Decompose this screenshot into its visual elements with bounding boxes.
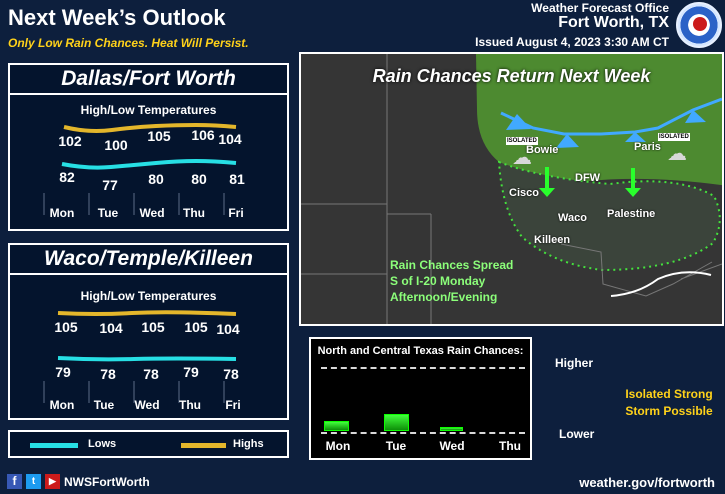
highs-legend-swatch	[181, 443, 226, 448]
rain-bar-mon	[324, 421, 349, 431]
dfw-high-tue: 100	[104, 137, 128, 153]
rain-spread-outline	[497, 160, 721, 272]
dfw-day-mon: Mon	[49, 206, 75, 220]
rain-day-mon: Mon	[325, 439, 351, 453]
waco-high-thu: 105	[184, 319, 208, 335]
dfw-title: Dallas/Fort Worth	[10, 65, 287, 95]
dfw-temp-label: High/Low Temperatures	[80, 103, 217, 117]
waco-day-thu: Thu	[179, 398, 201, 412]
rain-day-tue: Tue	[385, 439, 407, 453]
county-lines	[301, 54, 722, 324]
waco-high-wed: 105	[141, 319, 165, 335]
higher-label: Higher	[555, 356, 594, 370]
map-label-cisco: Cisco	[509, 187, 539, 199]
storm-cloud-icon: ☁	[512, 147, 532, 169]
coastline	[610, 271, 712, 297]
waco-day-tue: Tue	[93, 398, 115, 412]
arrow-heads	[539, 188, 641, 197]
rain-chance-title: North and Central Texas Rain Chances:	[317, 345, 524, 357]
dfw-low-mon: 82	[59, 169, 75, 185]
dfw-temperature-lines	[43, 122, 237, 215]
highs-legend-label: Highs	[233, 438, 264, 450]
dfw-high-thu: 106	[191, 127, 215, 143]
twitter-icon[interactable]: t	[26, 474, 41, 489]
dfw-low-thu: 80	[191, 171, 207, 187]
waco-title: Waco/Temple/Killeen	[10, 245, 287, 275]
nws-logo	[676, 2, 722, 48]
dfw-high-wed: 105	[147, 128, 171, 144]
dfw-high-mon: 102	[58, 133, 82, 149]
waco-low-mon: 79	[55, 364, 71, 380]
rain-day-wed: Wed	[439, 439, 465, 453]
map-label-waco: Waco	[558, 212, 587, 224]
waco-temp-label: High/Low Temperatures	[80, 289, 217, 303]
rain-chance-chart: North and Central Texas Rain Chances: Mo…	[309, 337, 532, 460]
dfw-day-tue: Tue	[97, 206, 119, 220]
map-label-paris: Paris	[634, 141, 661, 153]
footer: f t ▶ NWSFortWorth weather.gov/fortworth	[0, 468, 725, 494]
rain-bar-tue	[384, 414, 409, 431]
social-handle[interactable]: NWSFortWorth	[64, 475, 150, 489]
office-city: Fort Worth, TX	[558, 14, 669, 31]
waco-low-fri: 78	[223, 366, 239, 382]
texas-map-drawing	[301, 54, 722, 324]
rain-day-thu: Thu	[499, 439, 521, 453]
rain-chances-map: Rain Chances Return Next Week Bowie Pari…	[299, 52, 724, 326]
waco-temperature-lines	[43, 310, 237, 403]
rain-bar-wed	[440, 427, 463, 431]
rain-area	[476, 54, 722, 186]
cold-front	[500, 97, 722, 136]
dfw-highs-line	[63, 122, 237, 133]
lower-chance-line	[321, 432, 525, 434]
map-title: Rain Chances Return Next Week	[372, 66, 651, 86]
isolated-badge-right: ISOLATED	[658, 133, 690, 141]
map-label-dfw: DFW	[575, 172, 601, 184]
waco-high-fri: 104	[216, 321, 240, 337]
dfw-high-fri: 104	[218, 131, 242, 147]
waco-low-thu: 79	[183, 364, 199, 380]
header: Next Week’s Outlook Only Low Rain Chance…	[0, 0, 725, 55]
waco-high-tue: 104	[99, 320, 123, 336]
page-subtitle: Only Low Rain Chances. Heat Will Persist…	[8, 36, 249, 50]
issued-time: Issued August 4, 2023 3:30 AM CT	[475, 35, 669, 49]
dfw-low-fri: 81	[229, 171, 245, 187]
waco-low-tue: 78	[100, 366, 116, 382]
map-label-palestine: Palestine	[607, 208, 656, 220]
waco-high-mon: 105	[54, 319, 78, 335]
dfw-day-wed: Wed	[139, 206, 165, 220]
waco-day-fri: Fri	[225, 398, 241, 412]
waco-day-mon: Mon	[49, 398, 75, 412]
website-link[interactable]: weather.gov/fortworth	[579, 475, 715, 490]
waco-highs-line	[57, 310, 237, 316]
dfw-low-wed: 80	[148, 171, 164, 187]
higher-chance-line	[321, 367, 525, 369]
youtube-icon[interactable]: ▶	[45, 474, 60, 489]
waco-lows-line	[57, 356, 237, 362]
lows-legend-label: Lows	[88, 438, 117, 450]
logo-emblem	[693, 17, 707, 31]
office-label: Weather Forecast Office	[531, 1, 669, 15]
storm-possible-note: Isolated Strong Storm Possible	[625, 387, 713, 418]
dfw-lows-line	[61, 158, 237, 170]
map-label-killeen: Killeen	[534, 234, 571, 246]
dfw-panel: Dallas/Fort Worth High/Low Temperatures …	[8, 63, 289, 231]
map-label-bowie: Bowie	[526, 144, 559, 156]
waco-panel: Waco/Temple/Killeen High/Low Temperature…	[8, 243, 289, 420]
lows-legend-swatch	[30, 443, 78, 448]
dfw-day-fri: Fri	[228, 206, 244, 220]
storm-cloud-icon: ☁	[667, 143, 687, 165]
isolated-badge-left: ISOLATED	[506, 137, 538, 145]
temperature-legend: Lows Highs	[8, 430, 289, 458]
lower-label: Lower	[559, 427, 595, 441]
dfw-day-thu: Thu	[183, 206, 205, 220]
rain-spread-note: Rain Chances Spread S of I-20 Monday Aft…	[390, 258, 514, 304]
waco-day-wed: Wed	[134, 398, 160, 412]
dfw-low-tue: 77	[102, 177, 118, 193]
waco-low-wed: 78	[143, 366, 159, 382]
facebook-icon[interactable]: f	[7, 474, 22, 489]
page-title: Next Week’s Outlook	[8, 5, 226, 30]
